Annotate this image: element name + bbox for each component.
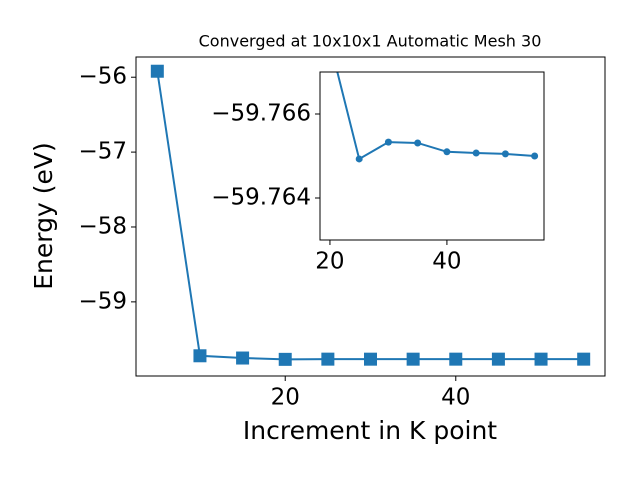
marker xyxy=(414,139,422,147)
marker xyxy=(472,149,480,157)
y-tick-label: −58 xyxy=(78,213,127,239)
y-tick-label: −56 xyxy=(78,64,127,90)
marker xyxy=(278,352,292,366)
plot-clip xyxy=(150,64,591,366)
x-tick-label: 20 xyxy=(271,385,300,411)
plot-area xyxy=(320,72,544,240)
x-tick-label: 20 xyxy=(315,249,344,275)
marker xyxy=(364,352,377,366)
marker xyxy=(406,352,420,366)
y-axis-label: Energy (eV) xyxy=(29,142,58,289)
x-axis-label: Increment in K point xyxy=(243,416,497,445)
y-tick-label: −59 xyxy=(78,288,127,314)
marker xyxy=(501,150,509,158)
marker xyxy=(193,349,207,363)
axes-frame xyxy=(319,71,545,241)
x-tick-label: 40 xyxy=(441,385,470,411)
marker xyxy=(449,352,463,366)
plot-clip xyxy=(336,72,539,163)
marker xyxy=(384,138,392,146)
marker xyxy=(150,64,164,78)
chart-title: Converged at 10x10x1 Automatic Mesh 30 xyxy=(199,32,542,51)
x-tick-label: 40 xyxy=(432,249,461,275)
marker xyxy=(531,152,539,160)
y-tick-label: −59.766 xyxy=(211,101,311,127)
marker xyxy=(491,352,505,366)
series-line xyxy=(336,72,535,161)
marker xyxy=(355,155,363,163)
marker xyxy=(534,352,548,366)
marker xyxy=(443,148,451,156)
y-tick-label: −59.764 xyxy=(211,185,311,211)
y-tick-label: −57 xyxy=(78,139,127,165)
marker xyxy=(236,351,250,365)
axes-frame xyxy=(135,56,606,377)
marker xyxy=(577,352,591,366)
marker xyxy=(321,352,335,366)
